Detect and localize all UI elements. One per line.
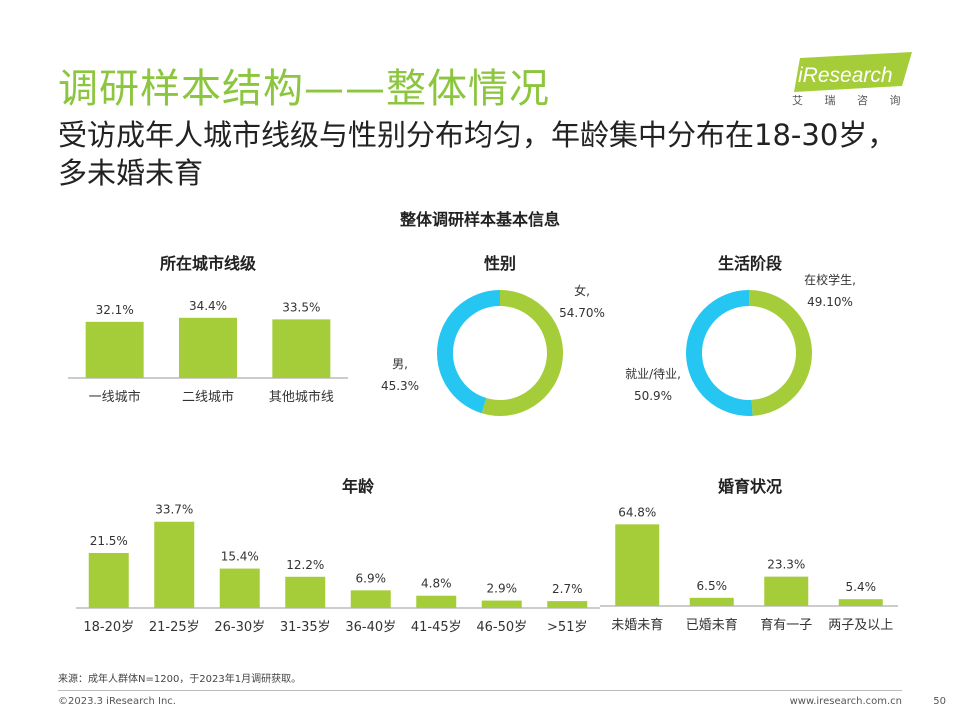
marital-data-label: 6.5% — [697, 579, 728, 593]
marital-tick-label: 育有一子 — [760, 617, 812, 633]
age-data-label: 2.7% — [552, 582, 583, 596]
age-data-label: 21.5% — [90, 534, 128, 548]
age-bar — [350, 590, 391, 608]
life-slice — [686, 290, 753, 416]
age-tick-label: 41-45岁 — [411, 620, 462, 635]
marital-bar — [689, 597, 734, 606]
gender-slice-name: 女, — [574, 283, 590, 298]
logo-tagline: 艾 瑞 咨 询 — [792, 94, 910, 107]
gender-slice-value: 45.3% — [381, 379, 419, 393]
city-data-label: 34.4% — [189, 299, 227, 313]
age-data-label: 12.2% — [286, 558, 324, 572]
life-slice — [748, 290, 812, 416]
marital-chart-title: 婚育状况 — [717, 477, 782, 496]
age-chart-title: 年龄 — [341, 477, 374, 496]
marital-data-label: 23.3% — [767, 558, 805, 572]
marital-bar — [615, 524, 660, 606]
city-chart-title: 所在城市线级 — [159, 254, 256, 273]
logo-text: iResearch — [798, 64, 893, 87]
age-tick-label: 26-30岁 — [214, 620, 265, 635]
marital-data-label: 5.4% — [846, 580, 877, 594]
iresearch-logo: iResearch — [794, 52, 912, 92]
page-subtitle: 受访成年人城市线级与性别分布均匀，年龄集中分布在18-30岁，多未婚未育 — [58, 118, 897, 190]
age-tick-label: 46-50岁 — [476, 620, 527, 635]
city-bar — [272, 319, 331, 378]
city-tick-label: 一线城市 — [89, 389, 141, 405]
city-data-label: 33.5% — [282, 300, 320, 314]
gender-slice — [437, 290, 501, 414]
city-tick-label: 其他城市线 — [269, 389, 334, 405]
life-slice-name: 就业/待业, — [625, 367, 681, 381]
age-tick-label: 36-40岁 — [345, 620, 396, 635]
age-data-label: 33.7% — [155, 503, 193, 517]
city-data-label: 32.1% — [96, 303, 134, 317]
age-bar — [481, 600, 522, 608]
age-bar — [219, 568, 260, 608]
marital-tick-label: 未婚未育 — [611, 617, 663, 633]
age-tick-label: 21-25岁 — [149, 620, 200, 635]
age-bar — [285, 576, 326, 608]
gender-slice — [481, 290, 563, 416]
main-chart-title: 整体调研样本基本信息 — [399, 210, 560, 229]
marital-tick-label: 已婚未育 — [686, 617, 738, 633]
marital-data-label: 64.8% — [618, 505, 656, 519]
gender-slice-value: 54.70% — [559, 306, 605, 320]
age-data-label: 2.9% — [487, 582, 518, 596]
copyright: ©2023.3 iResearch Inc. — [58, 696, 176, 707]
footer-divider — [58, 690, 902, 691]
life-slice-value: 50.9% — [634, 389, 672, 403]
life-slice-value: 49.10% — [807, 295, 853, 309]
age-bar — [416, 595, 457, 608]
age-bar — [547, 601, 588, 608]
age-tick-label: >51岁 — [547, 620, 587, 635]
page-number: 50 — [933, 696, 946, 707]
age-bar — [154, 521, 195, 608]
age-tick-label: 18-20岁 — [83, 620, 134, 635]
age-tick-label: 31-35岁 — [280, 620, 331, 635]
gender-chart-title: 性别 — [483, 254, 516, 273]
marital-bar — [838, 599, 883, 606]
age-data-label: 6.9% — [356, 571, 387, 585]
source-note: 来源：成年人群体N=1200，于2023年1月调研获取。 — [58, 674, 302, 685]
gender-slice-name: 男, — [392, 357, 408, 371]
city-bar — [179, 317, 237, 378]
city-tick-label: 二线城市 — [182, 389, 234, 405]
age-bar — [88, 552, 129, 608]
life-chart-title: 生活阶段 — [717, 254, 782, 273]
page-title: 调研样本结构——整体情况 — [58, 66, 550, 112]
marital-tick-label: 两子及以上 — [828, 618, 893, 633]
website-link[interactable]: www.iresearch.com.cn — [789, 696, 902, 707]
age-data-label: 4.8% — [421, 577, 452, 591]
age-data-label: 15.4% — [221, 550, 259, 564]
marital-bar — [764, 576, 809, 606]
life-slice-name: 在校学生, — [804, 272, 856, 287]
city-bar — [85, 321, 144, 378]
